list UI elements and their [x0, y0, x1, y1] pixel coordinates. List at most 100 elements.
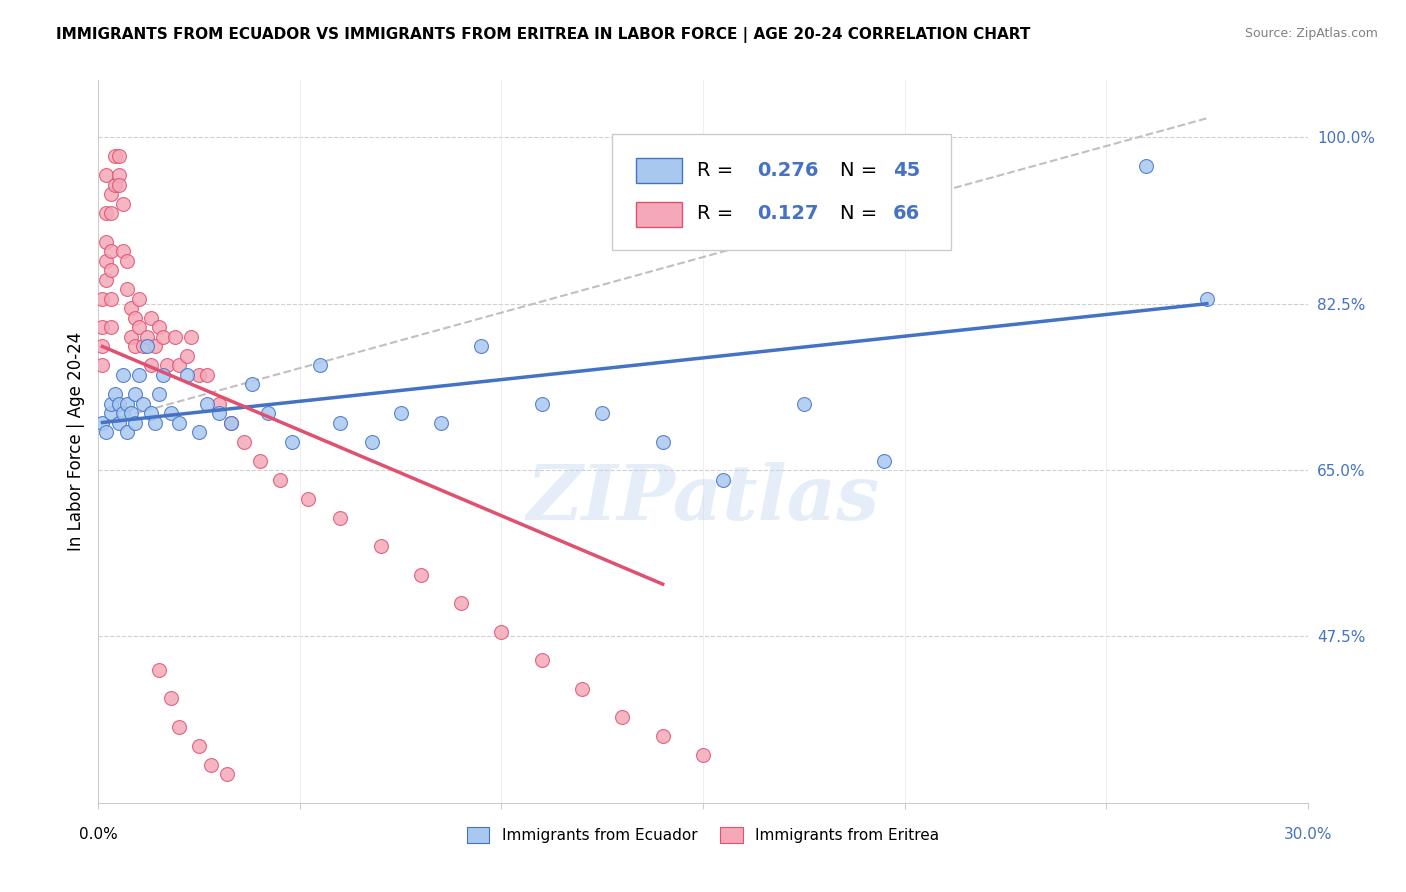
- Point: [256, 406, 278, 420]
- Point: [409, 567, 432, 582]
- Point: [692, 748, 714, 763]
- FancyBboxPatch shape: [637, 202, 682, 227]
- Point: [163, 330, 186, 344]
- Point: [128, 320, 150, 334]
- Point: [167, 416, 190, 430]
- Point: [100, 206, 122, 220]
- Point: [167, 359, 190, 373]
- Point: [120, 301, 142, 316]
- Point: [139, 406, 162, 420]
- Point: [91, 339, 114, 353]
- Point: [115, 425, 138, 439]
- Point: [329, 510, 352, 524]
- Point: [103, 149, 125, 163]
- Point: [100, 263, 122, 277]
- Point: [711, 473, 734, 487]
- Point: [107, 396, 129, 410]
- Point: [91, 359, 114, 373]
- Point: [530, 396, 553, 410]
- Point: [195, 368, 218, 382]
- Point: [91, 292, 114, 306]
- Point: [107, 178, 129, 192]
- Point: [120, 406, 142, 420]
- Point: [152, 330, 174, 344]
- Point: [873, 453, 896, 467]
- Point: [208, 406, 231, 420]
- Point: [107, 169, 129, 183]
- Point: [91, 416, 114, 430]
- Point: [124, 387, 146, 401]
- Text: R =: R =: [697, 161, 740, 180]
- Point: [100, 244, 122, 259]
- Point: [195, 396, 218, 410]
- Point: [96, 235, 118, 249]
- Point: [200, 757, 222, 772]
- Point: [188, 425, 211, 439]
- Text: IMMIGRANTS FROM ECUADOR VS IMMIGRANTS FROM ERITREA IN LABOR FORCE | AGE 20-24 CO: IMMIGRANTS FROM ECUADOR VS IMMIGRANTS FR…: [56, 27, 1031, 43]
- Point: [249, 453, 271, 467]
- Point: [297, 491, 319, 506]
- Point: [148, 663, 170, 677]
- Point: [188, 739, 211, 753]
- Point: [115, 253, 138, 268]
- Point: [180, 330, 202, 344]
- Point: [96, 206, 118, 220]
- Point: [139, 359, 162, 373]
- Point: [124, 339, 146, 353]
- Point: [1195, 292, 1218, 306]
- Point: [160, 406, 183, 420]
- Point: [430, 416, 453, 430]
- Point: [132, 339, 155, 353]
- Point: [176, 368, 198, 382]
- Point: [96, 169, 118, 183]
- Legend: Immigrants from Ecuador, Immigrants from Eritrea: Immigrants from Ecuador, Immigrants from…: [460, 822, 946, 849]
- Point: [135, 330, 157, 344]
- Point: [143, 416, 166, 430]
- Point: [143, 339, 166, 353]
- Point: [221, 416, 243, 430]
- Point: [115, 396, 138, 410]
- Text: Source: ZipAtlas.com: Source: ZipAtlas.com: [1244, 27, 1378, 40]
- Point: [651, 434, 673, 449]
- Point: [107, 149, 129, 163]
- Point: [571, 681, 593, 696]
- Point: [111, 244, 134, 259]
- Point: [208, 396, 231, 410]
- Text: R =: R =: [697, 204, 740, 224]
- Point: [269, 473, 291, 487]
- Text: N =: N =: [839, 161, 883, 180]
- Text: ZIPatlas: ZIPatlas: [526, 462, 880, 536]
- Point: [309, 359, 332, 373]
- Point: [232, 434, 254, 449]
- Point: [107, 416, 129, 430]
- Text: 0.0%: 0.0%: [79, 827, 118, 841]
- Point: [139, 310, 162, 325]
- Point: [221, 416, 243, 430]
- Text: 30.0%: 30.0%: [1284, 827, 1331, 841]
- Point: [217, 767, 239, 781]
- Point: [100, 396, 122, 410]
- FancyBboxPatch shape: [637, 158, 682, 184]
- Point: [124, 310, 146, 325]
- Point: [103, 178, 125, 192]
- Point: [160, 691, 183, 706]
- Point: [188, 368, 211, 382]
- Point: [128, 368, 150, 382]
- Point: [240, 377, 263, 392]
- Point: [128, 292, 150, 306]
- Point: [156, 359, 179, 373]
- Text: 0.276: 0.276: [758, 161, 818, 180]
- Point: [111, 406, 134, 420]
- Point: [148, 387, 170, 401]
- Point: [361, 434, 384, 449]
- Point: [115, 282, 138, 296]
- Point: [100, 292, 122, 306]
- Point: [176, 349, 198, 363]
- FancyBboxPatch shape: [613, 135, 950, 250]
- Point: [167, 720, 190, 734]
- Text: 45: 45: [893, 161, 920, 180]
- Point: [152, 368, 174, 382]
- Point: [135, 339, 157, 353]
- Point: [124, 416, 146, 430]
- Point: [389, 406, 412, 420]
